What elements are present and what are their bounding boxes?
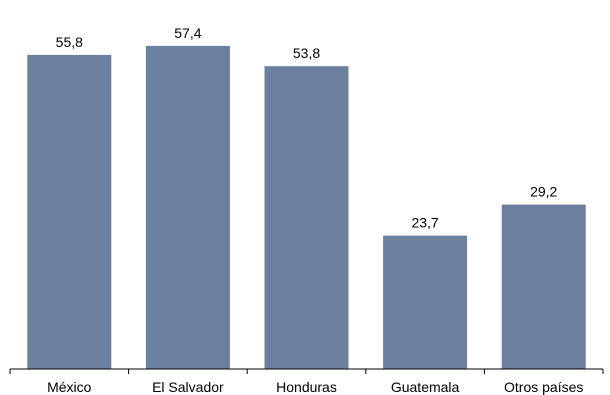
value-label-4: 29,2 (530, 184, 557, 200)
value-label-2: 53,8 (293, 45, 320, 61)
value-labels-group: 55,8 57,4 53,8 23,7 29,2 (56, 25, 558, 231)
category-label-1: El Salvador (152, 379, 224, 395)
bar-1 (145, 45, 230, 370)
bar-0 (27, 54, 112, 370)
x-axis-ticks (9, 369, 604, 374)
bars-group (27, 45, 586, 370)
category-label-2: Honduras (276, 379, 337, 395)
category-labels-group: México El Salvador Honduras Guatemala Otros … (47, 379, 583, 395)
bar-3 (383, 235, 468, 369)
category-label-0: México (47, 379, 92, 395)
value-label-1: 57,4 (174, 25, 201, 41)
category-label-4: Otros países (504, 379, 583, 395)
category-label-3: Guatemala (391, 379, 460, 395)
bar-2 (264, 66, 349, 369)
value-label-3: 23,7 (411, 215, 438, 231)
value-label-0: 55,8 (56, 34, 83, 50)
bar-4 (501, 204, 586, 369)
